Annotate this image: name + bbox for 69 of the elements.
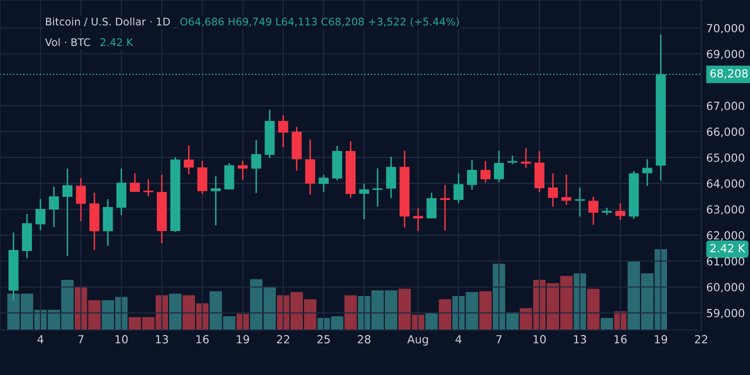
x-tick-label: 13 xyxy=(156,335,168,344)
x-tick-label: 4 xyxy=(37,335,44,344)
annotation: O64,686 H69,749 L64,113 C68,208 +3,522 (+5.44%) xyxy=(180,17,459,27)
candlestick xyxy=(588,196,598,226)
candlestick xyxy=(48,186,59,228)
x-tick-label: 19 xyxy=(236,335,250,344)
y-tick-label: 65,000 xyxy=(706,153,744,163)
x-tick-label: 28 xyxy=(358,335,370,344)
y-tick-label: 70,000 xyxy=(707,24,744,34)
candlestick xyxy=(642,158,652,186)
candlestick xyxy=(454,172,464,204)
candlestick xyxy=(386,156,396,199)
bar xyxy=(344,295,357,330)
x-tick-label: 22 xyxy=(276,335,290,344)
x-tick-label: 25 xyxy=(317,335,330,344)
candlestick xyxy=(426,192,437,220)
candlestick xyxy=(35,198,46,231)
candlestick xyxy=(62,168,72,257)
candlestick xyxy=(440,184,450,232)
x-tick-label: 16 xyxy=(614,335,627,344)
chart-title: Vol · BTC xyxy=(45,38,90,46)
x-tick-label: 22 xyxy=(694,335,708,344)
text: Bitcoin / U.S. Dollar · 1D xyxy=(46,17,170,26)
x-tick-label: 10 xyxy=(116,335,128,344)
bar xyxy=(438,299,452,330)
bar xyxy=(425,313,438,330)
x-tick-label: 13 xyxy=(574,335,586,344)
text: 2.42 K xyxy=(710,244,746,252)
candlestick xyxy=(467,159,477,191)
x-tick-label: 19 xyxy=(654,335,668,344)
x-tick-label: 7 xyxy=(496,335,502,344)
x-tick-label: Aug xyxy=(407,335,428,346)
candlestick xyxy=(359,183,370,220)
candlestick xyxy=(76,178,86,222)
candlestick xyxy=(372,168,383,208)
x-tick-label: 16 xyxy=(196,335,209,344)
candlestick xyxy=(480,160,490,184)
candlestick xyxy=(278,114,288,148)
y-tick-label: 62,000 xyxy=(706,231,744,241)
candlestick xyxy=(561,174,572,206)
y-tick-label: 60,000 xyxy=(706,282,744,293)
ref-line-label: 68,208 xyxy=(710,69,748,79)
candlestick xyxy=(574,186,585,218)
candlestick xyxy=(197,160,208,195)
y-tick-label: 69,000 xyxy=(706,50,744,60)
candlestick xyxy=(520,147,531,169)
y-tick-label: 59,000 xyxy=(706,308,744,318)
candlestick xyxy=(130,172,140,193)
candlestick xyxy=(251,139,262,194)
bar xyxy=(169,294,182,330)
candlestick xyxy=(413,208,424,232)
y-tick-label: 63,000 xyxy=(706,205,744,215)
bar xyxy=(587,288,600,330)
candlestick xyxy=(143,178,154,198)
bar xyxy=(600,318,614,330)
candlestick xyxy=(494,150,504,184)
x-tick-label: 4 xyxy=(456,335,462,344)
candlestick xyxy=(615,202,626,221)
y-tick-label: 61,000 xyxy=(706,257,744,267)
candlestick xyxy=(318,174,329,193)
candlestick xyxy=(548,172,558,208)
candlestick xyxy=(184,144,194,176)
y-tick-label: 64,000 xyxy=(706,179,744,189)
y-tick-label: 66,000 xyxy=(706,128,744,138)
annotation: 2.42 K xyxy=(100,38,134,46)
bar xyxy=(479,291,492,330)
x-tick-label: 10 xyxy=(534,335,546,344)
x-tick-label: 7 xyxy=(78,335,84,344)
y-tick-label: 67,000 xyxy=(706,102,744,112)
